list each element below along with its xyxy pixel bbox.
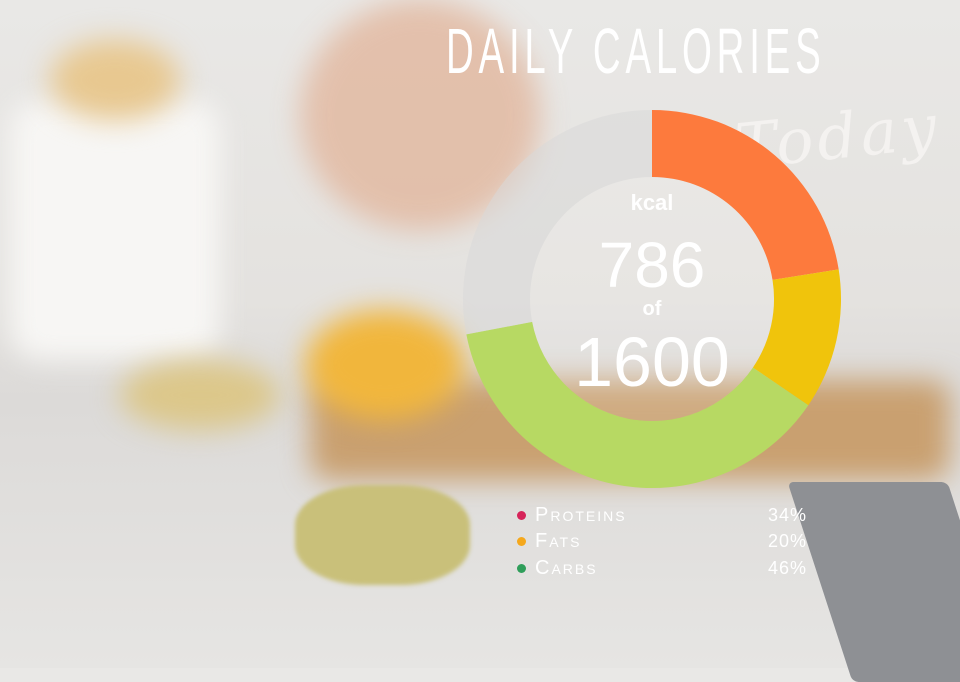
of-label: of	[642, 298, 662, 320]
kitchen-photo-background	[10, 0, 960, 682]
legend-value: 20%	[767, 531, 807, 552]
legend-value: 34%	[767, 504, 807, 525]
legend-label: Carbs	[535, 556, 598, 579]
legend-value: 46%	[767, 557, 807, 578]
donut-segment-2	[466, 321, 809, 488]
donut-segment-1	[752, 269, 841, 406]
consumed-value: 786	[598, 229, 706, 301]
donut-chart	[463, 110, 841, 488]
measuring-tape-shape	[295, 485, 470, 585]
donut-segment-3	[463, 110, 652, 335]
fruit-shape	[305, 310, 465, 420]
legend-item-fats: Fats 20%	[517, 529, 807, 556]
chart-title: DAILY CALORIES	[446, 15, 826, 87]
unit-label: kcal	[630, 190, 674, 215]
legend-dot	[517, 563, 526, 573]
legend-label: Proteins	[535, 503, 627, 526]
legend-item-proteins: Proteins 34%	[517, 502, 807, 529]
legend-dot	[517, 510, 526, 520]
legend: Proteins 34% Fats 20% Carbs 46%	[517, 502, 807, 582]
donut-center	[530, 177, 774, 421]
banana-shape	[120, 360, 280, 430]
goal-value: 1600	[574, 323, 730, 401]
donut-segment-0	[652, 110, 839, 280]
blender-fruit-shape	[50, 40, 180, 120]
legend-dot	[517, 537, 526, 547]
legend-label: Fats	[535, 530, 582, 553]
blender-shape	[10, 100, 220, 360]
legend-item-carbs: Carbs 46%	[517, 555, 807, 582]
